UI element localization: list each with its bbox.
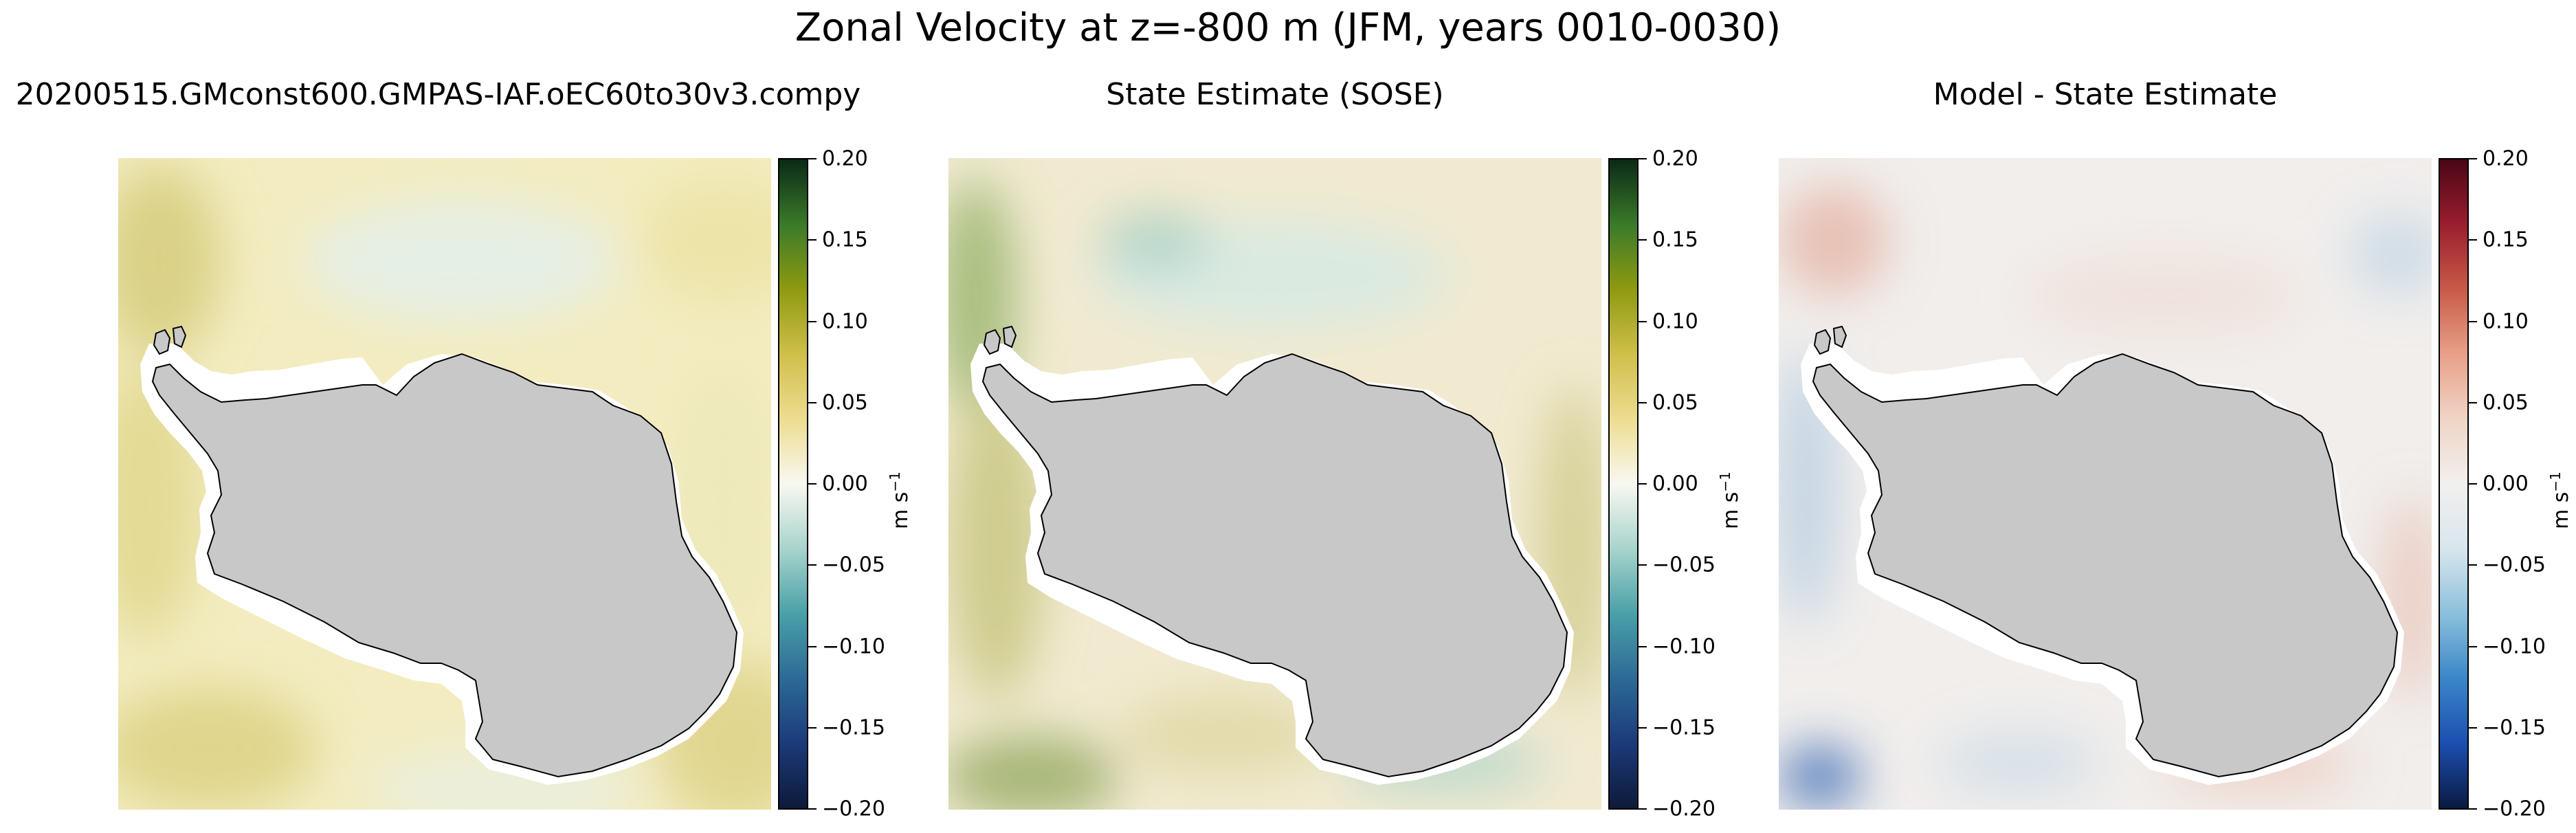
- colorbar-tick: [2469, 646, 2477, 647]
- velocity-anomaly-region: [1779, 186, 1889, 296]
- velocity-anomaly-region: [948, 735, 1120, 810]
- velocity-anomaly-region: [641, 179, 771, 302]
- colorbar-tick: [2469, 402, 2477, 403]
- colorbar-tick-label: 0.05: [2483, 390, 2529, 415]
- colorbar-tick-label: 0.20: [822, 146, 868, 171]
- panel-1-colorbar: 0.20 0.15 0.10 0.05 0.00 −0.05 −0.10 −0.15 −0.20…: [778, 147, 913, 821]
- colorbar-tick: [2469, 727, 2477, 729]
- colorbar-tick-label: −0.10: [822, 634, 885, 659]
- colorbar-tick-label: −0.05: [822, 553, 885, 577]
- velocity-anomaly-region: [1120, 694, 1326, 777]
- colorbar-tick: [1639, 158, 1647, 159]
- velocity-anomaly-region: [304, 199, 620, 323]
- island: [172, 325, 187, 348]
- colorbar-tick: [1639, 727, 1647, 729]
- colorbar-tick: [808, 483, 817, 485]
- velocity-anomaly-region: [118, 165, 221, 357]
- colorbar-tick-label: −0.20: [1652, 797, 1716, 821]
- colorbar-tick: [1639, 808, 1647, 810]
- colorbar-tick: [1639, 483, 1647, 485]
- panel-1-title: 20200515.GMconst600.GMPAS-IAF.oEC60to30v…: [15, 77, 861, 112]
- colorbar-tick: [808, 564, 817, 566]
- panel-1-map: [118, 158, 771, 810]
- colorbar-tick-label: −0.15: [2483, 715, 2546, 740]
- island: [1832, 325, 1847, 348]
- colorbar-tick-label: −0.05: [2483, 553, 2546, 577]
- colorbar-tick: [2469, 158, 2477, 159]
- colorbar-tick: [808, 158, 817, 159]
- colorbar-tick: [1639, 239, 1647, 241]
- antarctica-landmass: [151, 353, 738, 778]
- colorbar-tick: [808, 646, 817, 647]
- colorbar-tick-label: −0.05: [1652, 553, 1716, 577]
- colorbar-unit-label: m s−1: [2547, 471, 2573, 529]
- panel-2-map: [948, 158, 1601, 810]
- colorbar-tick: [2469, 564, 2477, 566]
- island: [1002, 325, 1017, 348]
- colorbar-tick: [808, 239, 817, 241]
- panel-3-title: Model - State Estimate: [1933, 77, 2278, 112]
- colorbar-tick-label: −0.10: [2483, 634, 2546, 659]
- colorbar-tick-label: −0.20: [822, 797, 885, 821]
- colorbar-tick-label: 0.15: [2483, 227, 2529, 252]
- map-panel-2: [948, 158, 1601, 810]
- colorbar-tick-label: 0.00: [1652, 471, 1698, 496]
- colorbar-tick-label: −0.15: [822, 715, 885, 740]
- colorbar-tick-label: 0.05: [1652, 390, 1698, 415]
- colorbar-tick-label: −0.15: [1652, 715, 1716, 740]
- velocity-anomaly-region: [1779, 746, 1861, 808]
- island: [1813, 329, 1832, 355]
- map-panel-3: [1779, 158, 2432, 810]
- colorbar-tick-label: 0.15: [1652, 227, 1698, 252]
- colorbar-tick-label: 0.10: [1652, 309, 1698, 334]
- velocity-anomaly-region: [2349, 213, 2432, 296]
- panel-2-colorbar: 0.20 0.15 0.10 0.05 0.00 −0.05 −0.10 −0.15 −0.20…: [1608, 147, 1743, 821]
- colorbar-tick: [808, 402, 817, 403]
- colorbar-gradient: [778, 158, 808, 810]
- colorbar-gradient: [2439, 158, 2469, 810]
- map-panel-1: [118, 158, 771, 810]
- colorbar-unit-label: m s−1: [887, 471, 913, 529]
- colorbar-unit-label: m s−1: [1717, 471, 1743, 529]
- colorbar-tick: [2469, 239, 2477, 241]
- colorbar-tick: [808, 808, 817, 810]
- colorbar-tick-label: −0.10: [1652, 634, 1716, 659]
- velocity-anomaly-region: [118, 687, 318, 810]
- colorbar-tick-label: 0.20: [1652, 146, 1698, 171]
- colorbar-tick-label: 0.05: [822, 390, 868, 415]
- velocity-anomaly-region: [1937, 732, 2102, 794]
- colorbar-tick: [1639, 402, 1647, 403]
- antarctica-landmass: [981, 353, 1568, 778]
- panel-3-map: [1779, 158, 2432, 810]
- colorbar-tick: [2469, 808, 2477, 810]
- colorbar-tick: [1639, 646, 1647, 647]
- island: [983, 329, 1001, 355]
- velocity-anomaly-region: [948, 385, 1045, 701]
- colorbar-gradient: [1608, 158, 1639, 810]
- colorbar-tick-label: 0.10: [822, 309, 868, 334]
- colorbar-tick-label: 0.10: [2483, 309, 2529, 334]
- panel-3-colorbar: 0.20 0.15 0.10 0.05 0.00 −0.05 −0.10 −0.15 −0.20…: [2439, 147, 2573, 821]
- colorbar-tick: [2469, 483, 2477, 485]
- velocity-anomaly-region: [1100, 213, 1210, 268]
- colorbar-tick-label: 0.00: [2483, 471, 2529, 496]
- colorbar-tick: [808, 727, 817, 729]
- island: [153, 329, 171, 355]
- colorbar-tick: [1639, 321, 1647, 322]
- colorbar-tick-label: 0.00: [822, 471, 868, 496]
- colorbar-tick-label: 0.20: [2483, 146, 2529, 171]
- colorbar-tick-label: 0.15: [822, 227, 868, 252]
- figure-title: Zonal Velocity at z=-800 m (JFM, years 0…: [795, 5, 1781, 50]
- colorbar-tick: [808, 321, 817, 322]
- colorbar-tick: [2469, 321, 2477, 322]
- colorbar-tick-label: −0.20: [2483, 797, 2546, 821]
- velocity-anomaly-region: [2026, 254, 2301, 337]
- panel-2-title: State Estimate (SOSE): [1106, 77, 1444, 112]
- antarctica-landmass: [1812, 353, 2399, 778]
- colorbar-tick: [1639, 564, 1647, 566]
